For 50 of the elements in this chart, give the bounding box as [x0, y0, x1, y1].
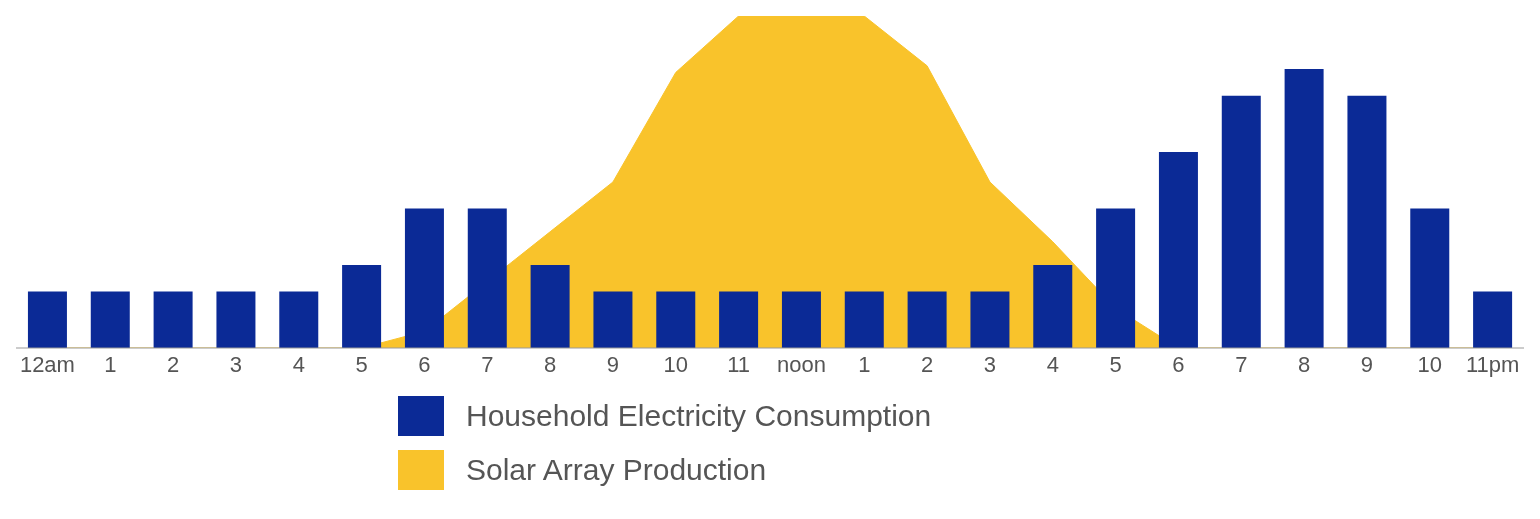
bar — [593, 291, 633, 348]
bar — [279, 291, 319, 348]
bar — [153, 291, 193, 348]
bar — [1096, 208, 1136, 348]
bar — [656, 291, 696, 348]
x-tick-label: 4 — [1046, 351, 1059, 377]
x-tick-label: 10 — [1417, 351, 1442, 377]
x-tick-label: 6 — [418, 351, 431, 377]
x-tick-label: 2 — [920, 351, 934, 377]
bar — [467, 208, 507, 348]
x-tick-label: 8 — [543, 351, 557, 377]
bar — [1033, 265, 1073, 348]
x-tick-label: 7 — [1235, 351, 1248, 377]
x-tick-label: 1 — [858, 351, 871, 377]
x-tick-label: 12am — [19, 351, 75, 377]
bar — [1284, 69, 1324, 348]
x-tick-label: 4 — [292, 351, 305, 377]
x-tick-label: 5 — [1109, 351, 1122, 377]
bar — [1473, 291, 1513, 348]
x-tick-label: noon — [776, 351, 826, 377]
x-tick-label: 8 — [1297, 351, 1311, 377]
x-tick-label: 6 — [1172, 351, 1185, 377]
x-tick-label: 9 — [606, 351, 620, 377]
x-tick-label: 10 — [663, 351, 688, 377]
bar — [844, 291, 884, 348]
bar — [404, 208, 444, 348]
bar — [907, 291, 947, 348]
bar — [342, 265, 382, 348]
bar — [1347, 95, 1387, 348]
legend-label: Solar Array Production — [466, 453, 767, 487]
x-tick-label: 1 — [104, 351, 117, 377]
x-tick-label: 9 — [1360, 351, 1374, 377]
x-tick-label: 3 — [983, 351, 997, 377]
x-tick-label: 11 — [727, 351, 751, 377]
bar — [719, 291, 759, 348]
bar — [1221, 95, 1261, 348]
bar — [781, 291, 821, 348]
bar — [530, 265, 570, 348]
bar — [90, 291, 130, 348]
bar — [970, 291, 1010, 348]
x-tick-label: 5 — [355, 351, 368, 377]
bar — [1158, 152, 1198, 348]
bar — [216, 291, 256, 348]
x-tick-label: 11pm — [1465, 351, 1520, 377]
x-tick-label: 2 — [166, 351, 180, 377]
x-tick-label: 3 — [229, 351, 243, 377]
x-tick-label: 7 — [481, 351, 494, 377]
legend-label: Household Electricity Consumption — [466, 399, 932, 433]
bar — [1410, 208, 1450, 348]
bar — [27, 291, 67, 348]
